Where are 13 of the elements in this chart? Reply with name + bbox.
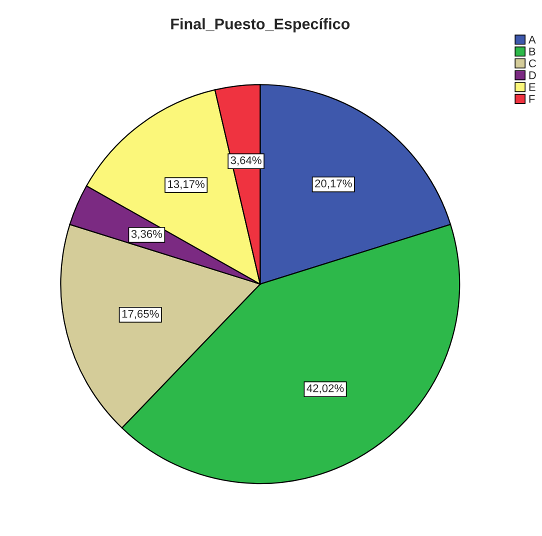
chart-title: Final_Puesto_Específico — [171, 18, 350, 32]
data-label: 3,36% — [131, 230, 162, 240]
legend-label: C — [528, 59, 536, 68]
data-label: 13,17% — [168, 180, 205, 190]
data-label: 42,02% — [306, 384, 344, 394]
legend-label: D — [529, 71, 536, 80]
legend-label: F — [529, 95, 535, 103]
data-label: 20,17% — [315, 180, 352, 189]
legend-label: A — [528, 36, 536, 44]
legend-label: E — [529, 83, 536, 91]
legend-label: B — [529, 48, 536, 56]
data-label: 3,64% — [230, 156, 262, 166]
data-label: 17,65% — [122, 310, 159, 320]
